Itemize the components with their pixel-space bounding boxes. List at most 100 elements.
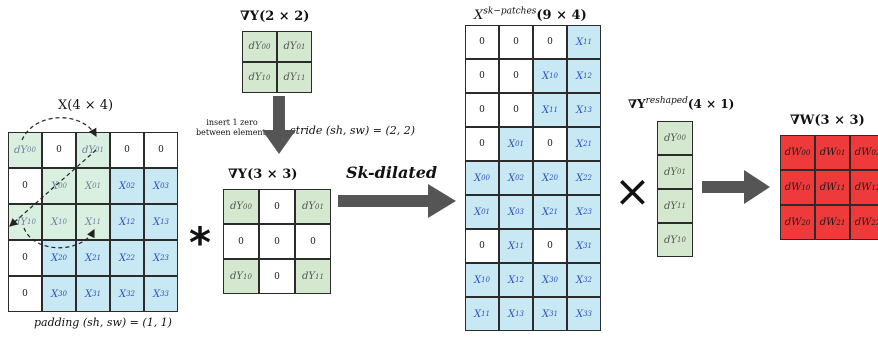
down-arrow <box>262 96 296 154</box>
patch-cell: X 11 <box>465 297 499 331</box>
patch-cell: X 31 <box>533 297 567 331</box>
stride-label: stride (sh, sw) = (2, 2) <box>290 124 416 137</box>
grad-w-cell: dW22 <box>850 205 878 240</box>
grad-y-2x2-cell: dY 10 <box>242 62 277 93</box>
patch-cell: X 02 <box>499 161 533 195</box>
grad-y-2x2-cell: dY 11 <box>277 62 312 93</box>
padded-x-cell: X 02 <box>110 168 144 204</box>
grad-w-grid: dW00dW01dW02 dW10dW11dW12 dW20dW21dW22 <box>780 135 878 240</box>
insert-zero-note-line2: between elements <box>196 128 270 137</box>
padded-x-cell: X 10 <box>42 204 76 240</box>
padded-x-cell: X 32 <box>110 276 144 312</box>
grad-y-3x3-cell: 0 <box>259 224 295 259</box>
padded-x-cell: X 01 <box>76 168 110 204</box>
x-sk-patches-grid: 0 0 0 X 11 0 0 X 10 X 12 0 0 X 11 X 13 0 X 01 0 X 21 X 00 X 02 X 20 X… <box>465 25 601 331</box>
patch-cell: 0 <box>465 25 499 59</box>
dashed-arrow-right <box>21 117 97 141</box>
padded-x-cell: 0 <box>8 276 42 312</box>
grad-w-cell: dW 11 <box>815 170 850 205</box>
grad-y-3x3-cell: 0 <box>223 224 259 259</box>
patch-cell: X 11 <box>567 25 601 59</box>
matmul-symbol: × <box>614 166 651 217</box>
grad-y-reshaped-cell: dY 00 <box>657 121 693 155</box>
patch-cell: 0 <box>533 127 567 161</box>
patch-cell: 0 <box>465 127 499 161</box>
grad-w-cell: dW 00 <box>780 135 815 170</box>
patch-cell: X 03 <box>499 195 533 229</box>
grad-y-3x3-cell: dY 00 <box>223 189 259 224</box>
padded-x-cell: X 33 <box>144 276 178 312</box>
convolution-symbol: * <box>189 218 211 267</box>
padded-x-cell: X 22 <box>110 240 144 276</box>
patch-cell: X 00 <box>465 161 499 195</box>
dashed-arrow-diagonal <box>9 149 97 227</box>
sk-dilated-arrow <box>338 184 456 218</box>
reshaped-title-text: ∇Yreshaped(4 × 1) <box>628 96 735 111</box>
padded-x-cell: dY 01 <box>76 132 110 168</box>
patch-cell: X 32 <box>567 263 601 297</box>
grad-y-3x3-cell: dY 01 <box>295 189 331 224</box>
patch-cell: X 33 <box>567 297 601 331</box>
padded-x-cell: X 21 <box>76 240 110 276</box>
grad-y-3x3-cell: dY 11 <box>295 259 331 294</box>
grad-y-3x3-grid: dY 00 0 dY 01 0 0 0 dY 10 0 dY 11 <box>223 189 331 294</box>
x-title: X(4 × 4) <box>58 98 114 113</box>
padded-x-cell: X 11 <box>76 204 110 240</box>
grad-w-cell: dW 20 <box>780 205 815 240</box>
padded-x-cell: dY 10 <box>8 204 42 240</box>
padded-x-grid: dY 00 0 dY 01 0 0 0 X 00 X 01 X 02 X 03 dY 10 X 10 X 11 X 12 X 13… <box>8 132 178 312</box>
grad-y-3x3-title: ∇Y(3 × 3) <box>228 167 298 182</box>
patch-cell: X 11 <box>533 93 567 127</box>
insert-zero-note-line1: insert 1 zero <box>206 118 258 127</box>
patch-cell: X 13 <box>499 297 533 331</box>
patch-cell: X 10 <box>465 263 499 297</box>
dashed-arrow-down <box>23 227 95 249</box>
grad-y-2x2-cell: dY 01 <box>277 31 312 62</box>
padded-x-cell: 0 <box>42 132 76 168</box>
padded-x-cell: dY 00 <box>8 132 42 168</box>
patches-title: Xsk−patches(9 × 4) <box>474 7 587 23</box>
patch-cell: X 12 <box>499 263 533 297</box>
grad-y-3x3-cell: 0 <box>295 224 331 259</box>
padding-label: padding (sh, sw) = (1, 1) <box>34 316 172 329</box>
patch-cell: X 22 <box>567 161 601 195</box>
patch-cell: X 23 <box>567 195 601 229</box>
grad-w-cell: dW02 <box>850 135 878 170</box>
padded-x-cell: 0 <box>8 168 42 204</box>
grad-w-cell: dW12 <box>850 170 878 205</box>
patch-cell: X 01 <box>499 127 533 161</box>
sk-dilated-label: Sk-dilated <box>346 163 438 182</box>
grad-y-reshaped-cell: dY 01 <box>657 155 693 189</box>
grad-y-3x3-cell: 0 <box>259 259 295 294</box>
padded-x-cell: X 20 <box>42 240 76 276</box>
padded-x-cell: X 03 <box>144 168 178 204</box>
result-arrow <box>702 170 770 204</box>
grad-y-reshaped-cell: dY 10 <box>657 223 693 257</box>
padded-x-cell: X 23 <box>144 240 178 276</box>
patch-cell: 0 <box>533 229 567 263</box>
padded-x-cell: 0 <box>110 132 144 168</box>
grad-y-3x3-cell: 0 <box>259 189 295 224</box>
insert-zero-note: insert 1 zero between elements <box>196 118 270 138</box>
padded-x-cell: X 13 <box>144 204 178 240</box>
patch-cell: X 13 <box>567 93 601 127</box>
grad-y-2x2-grid: dY 00 dY 01 dY 10 dY 11 <box>242 31 312 93</box>
patch-cell: 0 <box>465 93 499 127</box>
patch-cell: X 21 <box>567 127 601 161</box>
grad-w-cell: dW 21 <box>815 205 850 240</box>
grad-y-2x2-title: ∇Y(2 × 2) <box>240 9 310 24</box>
grad-y-3x3-cell: dY 10 <box>223 259 259 294</box>
patch-cell: 0 <box>499 25 533 59</box>
padded-x-cell: X 30 <box>42 276 76 312</box>
patch-cell: 0 <box>499 59 533 93</box>
grad-y-reshaped-cell: dY 11 <box>657 189 693 223</box>
grad-w-cell: dW 10 <box>780 170 815 205</box>
grad-y-2x2-cell: dY 00 <box>242 31 277 62</box>
patch-cell: X 10 <box>533 59 567 93</box>
padded-x-cell: 0 <box>8 240 42 276</box>
patch-cell: X 21 <box>533 195 567 229</box>
patch-cell: X 11 <box>499 229 533 263</box>
padded-x-cell: 0 <box>144 132 178 168</box>
padded-x-cell: X 12 <box>110 204 144 240</box>
padded-x-cell: X 00 <box>42 168 76 204</box>
